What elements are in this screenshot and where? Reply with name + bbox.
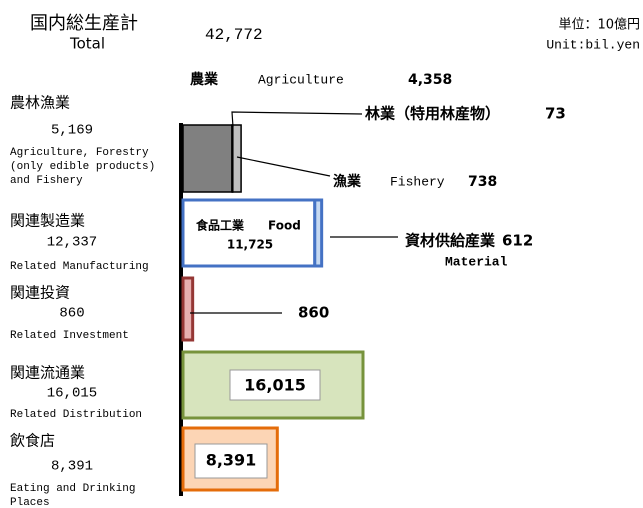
bar-segment [182,124,233,193]
segment-label: 73 [545,105,566,123]
category-name: 関連流通業 [10,364,85,382]
segment-label: 漁業 [333,173,362,190]
category-value: 12,337 [47,235,97,251]
segment-label: Fishery [390,174,445,189]
unit: 単位：10億円 [558,17,640,33]
segment-label: Material [445,254,508,269]
segment-label: Agriculture [258,72,344,87]
label-box [194,443,268,479]
category-value: 16,015 [47,386,97,402]
category-value: 5,169 [51,123,93,139]
category-name-en: and Fishery [10,175,83,187]
bar-segment [313,198,324,268]
segment-label: Food [268,219,301,233]
bar-segment [232,124,242,193]
segment-label: 資材供給産業 [405,232,496,250]
chart-title: 国内総生産計 [30,13,138,34]
label-box [229,369,321,401]
bar-segment [181,276,195,342]
category-name-en: (only edible products) [10,161,155,173]
segment-label: 612 [502,232,533,250]
segment-label: 林業（特用林産物） [365,105,500,123]
category-name-en: Agriculture, Forestry [10,147,149,159]
segment-label: 食品工業 [195,218,245,233]
category-name-en: Places [10,497,50,508]
segment-label: 738 [468,174,497,190]
chart-title-en: Total [69,35,105,53]
category-name-en: Eating and Drinking [10,483,135,495]
leader-line [236,156,331,177]
total: 42,772 [205,26,263,44]
segment-label: 16,015 [244,376,306,395]
segment-label: 11,725 [227,238,273,252]
leader-line [231,111,363,128]
category-name-en: Related Manufacturing [10,261,149,273]
segment-label: 4,358 [408,72,452,88]
category-name: 関連投資 [10,284,70,302]
segment-label: 860 [298,304,329,322]
segment-label: 農業 [190,71,219,88]
category-value: 8,391 [51,459,93,475]
category-name-en: Related Investment [10,330,129,342]
category-name-en: Related Distribution [10,409,142,421]
unit-en: Unit:bil.yen [546,37,640,52]
category-value: 860 [59,306,84,322]
segment-label: 8,391 [206,451,257,470]
category-name: 関連製造業 [10,212,85,230]
category-name: 農林漁業 [10,94,70,112]
bar-segment [181,198,317,268]
category-name: 飲食店 [10,432,55,450]
